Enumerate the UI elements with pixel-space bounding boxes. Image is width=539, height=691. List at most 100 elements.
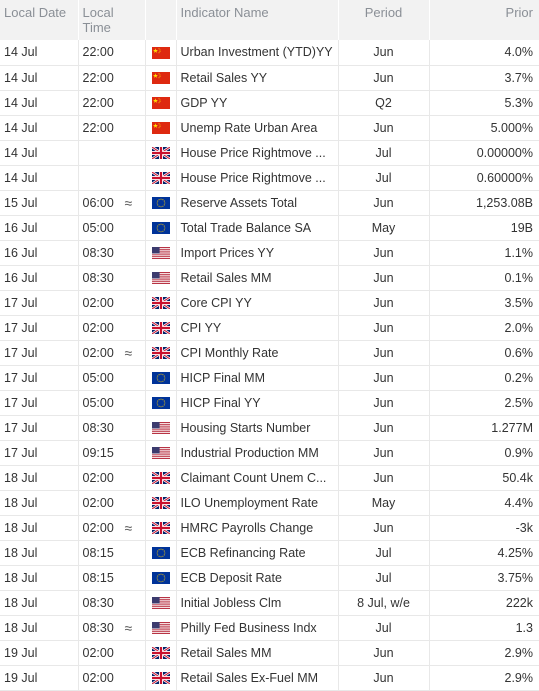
row-indicator-name[interactable]: House Price Rightmove ... <box>175 140 338 166</box>
table-row[interactable]: 17 Jul 05:00 HICP Final MM Jun 0.2% <box>0 365 539 391</box>
volatility-wave-icon: ≈ <box>124 344 133 361</box>
row-period: Jun <box>337 290 429 316</box>
row-prior: 2.9% <box>428 665 539 691</box>
row-indicator-name[interactable]: GDP YY <box>175 90 338 116</box>
row-time-value: 02:00 <box>82 345 114 360</box>
row-indicator-name[interactable]: Total Trade Balance SA <box>175 215 338 241</box>
row-indicator-name[interactable]: Unemp Rate Urban Area <box>175 115 338 141</box>
table-row[interactable]: 14 Jul House Price Rightmove ... Jul 0.6000… <box>0 165 539 191</box>
table-row[interactable]: 18 Jul 08:15 ECB Refinancing Rate Jul 4.25% <box>0 540 539 566</box>
uk-flag-icon <box>150 296 171 311</box>
row-indicator-name[interactable]: Reserve Assets Total <box>175 190 338 216</box>
row-indicator-name[interactable]: CPI YY <box>175 315 338 341</box>
column-header-prior[interactable]: Prior <box>428 0 539 40</box>
row-indicator-name[interactable]: Import Prices YY <box>175 240 338 266</box>
row-indicator-name[interactable]: HICP Final MM <box>175 365 338 391</box>
row-flag <box>144 265 176 291</box>
table-row[interactable]: 18 Jul 08:30 Initial Jobless Clm 8 Jul, w/e… <box>0 590 539 616</box>
row-indicator-name[interactable]: CPI Monthly Rate <box>175 340 338 366</box>
table-row[interactable]: 15 Jul 06:00 ≈ Reserve Assets Total Jun 1,253… <box>0 190 539 216</box>
eu-flag-icon <box>151 547 170 560</box>
row-indicator-name[interactable]: ECB Refinancing Rate <box>175 540 338 566</box>
row-period: Q2 <box>337 90 429 116</box>
table-row[interactable]: 18 Jul 02:00 Claimant Count Unem C... Jun 50… <box>0 465 539 491</box>
row-indicator-name[interactable]: HMRC Payrolls Change <box>175 515 338 541</box>
table-row[interactable]: 17 Jul 02:00 CPI YY Jun 2.0% <box>0 315 539 341</box>
row-period: Jun <box>337 390 429 416</box>
table-row[interactable]: 17 Jul 09:15 Industrial Production MM Jun 0.… <box>0 440 539 466</box>
row-time: 06:00 ≈ <box>77 190 145 216</box>
table-row[interactable]: 14 Jul 22:00 Urban Investment (YTD)YY Jun 4.… <box>0 40 539 66</box>
row-indicator-name[interactable]: Core CPI YY <box>175 290 338 316</box>
column-header-indicator[interactable]: Indicator Name <box>175 0 338 40</box>
row-indicator-name[interactable]: Urban Investment (YTD)YY <box>175 40 338 66</box>
uk-flag-icon <box>150 346 171 361</box>
row-flag <box>144 615 176 641</box>
eu-flag-icon <box>151 197 170 210</box>
row-time-value: 22:00 <box>82 120 114 135</box>
table-row[interactable]: 14 Jul 22:00 Retail Sales YY Jun 3.7% <box>0 65 539 91</box>
row-prior: 3.75% <box>428 565 539 591</box>
china-flag-icon <box>151 46 170 59</box>
row-time-value: 08:30 <box>82 595 114 610</box>
table-row[interactable]: 14 Jul 22:00 GDP YY Q2 5.3% <box>0 90 539 116</box>
table-row[interactable]: 18 Jul 08:15 ECB Deposit Rate Jul 3.75% <box>0 565 539 591</box>
row-flag <box>144 115 176 141</box>
table-row[interactable]: 18 Jul 02:00 ≈ HMRC Payrolls Change Jun -3k <box>0 515 539 541</box>
table-row[interactable]: 16 Jul 08:30 Retail Sales MM Jun 0.1% <box>0 265 539 291</box>
table-row[interactable]: 19 Jul 02:00 Retail Sales Ex-Fuel MM Jun 2.9… <box>0 665 539 691</box>
table-row[interactable]: 17 Jul 02:00 ≈ CPI Monthly Rate Jun 0.6% <box>0 340 539 366</box>
row-indicator-name[interactable]: Retail Sales MM <box>175 265 338 291</box>
table-row[interactable]: 14 Jul House Price Rightmove ... Jul 0.0000… <box>0 140 539 166</box>
row-indicator-name[interactable]: Housing Starts Number <box>175 415 338 441</box>
row-period: Jul <box>337 165 429 191</box>
table-row[interactable]: 18 Jul 02:00 ILO Unemployment Rate May 4.4% <box>0 490 539 516</box>
row-period: Jun <box>337 240 429 266</box>
row-indicator-name[interactable]: Initial Jobless Clm <box>175 590 338 616</box>
row-prior: 0.00000% <box>428 140 539 166</box>
row-indicator-name[interactable]: House Price Rightmove ... <box>175 165 338 191</box>
column-header-period[interactable]: Period <box>337 0 429 40</box>
row-time: 02:00 ≈ <box>77 515 145 541</box>
row-time-value: 06:00 <box>82 195 114 210</box>
row-indicator-name[interactable]: HICP Final YY <box>175 390 338 416</box>
row-indicator-name[interactable]: ILO Unemployment Rate <box>175 490 338 516</box>
eu-flag-icon <box>151 372 170 385</box>
table-row[interactable]: 14 Jul 22:00 Unemp Rate Urban Area Jun 5.000… <box>0 115 539 141</box>
row-time: 02:00 <box>77 490 145 516</box>
row-indicator-name[interactable]: Philly Fed Business Indx <box>175 615 338 641</box>
table-row[interactable]: 17 Jul 02:00 Core CPI YY Jun 3.5% <box>0 290 539 316</box>
row-time: 08:15 <box>77 540 145 566</box>
uk-flag-icon <box>150 146 171 161</box>
row-time: 08:30 ≈ <box>77 615 145 641</box>
row-indicator-name[interactable]: ECB Deposit Rate <box>175 565 338 591</box>
column-header-local-time[interactable]: Local Time <box>77 0 145 40</box>
row-flag <box>144 365 176 391</box>
row-indicator-name[interactable]: Claimant Count Unem C... <box>175 465 338 491</box>
row-time-value: 02:00 <box>82 670 114 685</box>
row-indicator-name[interactable]: Retail Sales Ex-Fuel MM <box>175 665 338 691</box>
row-time-value: 02:00 <box>82 520 114 535</box>
table-row[interactable]: 17 Jul 08:30 Housing Starts Number Jun 1.277… <box>0 415 539 441</box>
row-indicator-name[interactable]: Retail Sales MM <box>175 640 338 666</box>
table-row[interactable]: 19 Jul 02:00 Retail Sales MM Jun 2.9% <box>0 640 539 666</box>
row-indicator-name[interactable]: Retail Sales YY <box>175 65 338 91</box>
row-prior: 5.3% <box>428 90 539 116</box>
row-period: Jun <box>337 665 429 691</box>
table-row[interactable]: 17 Jul 05:00 HICP Final YY Jun 2.5% <box>0 390 539 416</box>
row-time: 02:00 <box>77 665 145 691</box>
column-header-local-date[interactable]: Local Date <box>0 0 78 40</box>
row-time <box>77 165 145 191</box>
table-row[interactable]: 18 Jul 08:30 ≈ Philly Fed Business Indx Jul 1… <box>0 615 539 641</box>
row-time: 08:30 <box>77 590 145 616</box>
row-time-value: 22:00 <box>82 45 114 60</box>
table-row[interactable]: 16 Jul 05:00 Total Trade Balance SA May 19B <box>0 215 539 241</box>
uk-flag-icon <box>150 646 171 661</box>
row-indicator-name[interactable]: Industrial Production MM <box>175 440 338 466</box>
row-prior: 2.5% <box>428 390 539 416</box>
row-prior: 0.6% <box>428 340 539 366</box>
row-date: 14 Jul <box>0 65 78 91</box>
eu-flag-icon <box>151 222 170 235</box>
table-row[interactable]: 16 Jul 08:30 Import Prices YY Jun 1.1% <box>0 240 539 266</box>
